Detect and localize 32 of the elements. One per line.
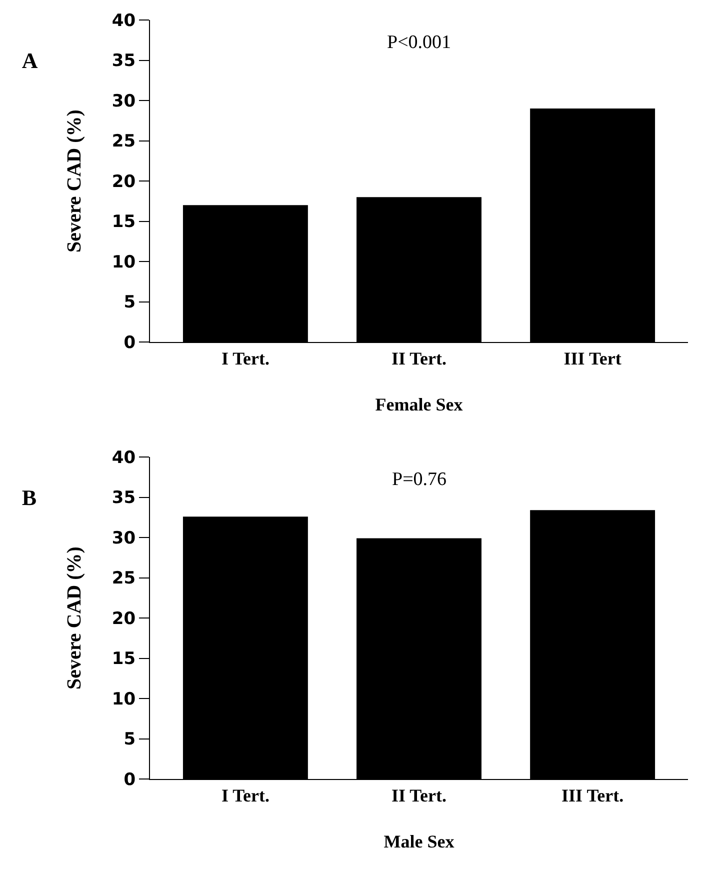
text: A [22, 48, 38, 73]
x-tick-label: II Tert. [391, 348, 447, 369]
y-tick-label: 25 [112, 568, 136, 589]
x-tick-label: II Tert. [391, 786, 447, 806]
annotation: P<0.001 [387, 32, 452, 53]
y-tick-label: 30 [112, 91, 136, 112]
y-tick-label: 10 [112, 689, 136, 710]
x-tick-label: I Tert. [221, 348, 270, 369]
y-tick-label: 5 [124, 730, 136, 750]
x-tick-label: I Tert. [221, 786, 270, 806]
text: B [22, 484, 37, 510]
y-tick-label: 35 [112, 488, 136, 508]
x-axis-title: Male Sex [384, 832, 454, 852]
y-tick-label: 15 [112, 212, 136, 232]
y-tick-label: 15 [112, 649, 136, 670]
annotation: P=0.76 [392, 469, 447, 490]
y-tick-label: 40 [112, 448, 136, 468]
y-tick-label: 0 [124, 770, 136, 790]
y-tick-label: 5 [124, 292, 136, 313]
y-tick-label: 0 [124, 332, 136, 353]
y-tick-label: 30 [112, 528, 136, 548]
y-tick-label: 35 [112, 51, 136, 72]
x-axis-title: Female Sex [375, 394, 463, 415]
y-tick-label: 20 [112, 608, 136, 629]
y-tick-label: 20 [112, 172, 136, 192]
y-axis-title: Severe CAD (%) [63, 546, 86, 690]
x-tick-label: III Tert [564, 348, 622, 369]
y-tick-label: 40 [112, 10, 136, 31]
y-axis-title: Severe CAD (%) [63, 110, 86, 252]
x-tick-label: III Tert. [562, 786, 624, 806]
y-tick-label: 10 [112, 252, 136, 272]
y-tick-label: 25 [112, 132, 136, 152]
